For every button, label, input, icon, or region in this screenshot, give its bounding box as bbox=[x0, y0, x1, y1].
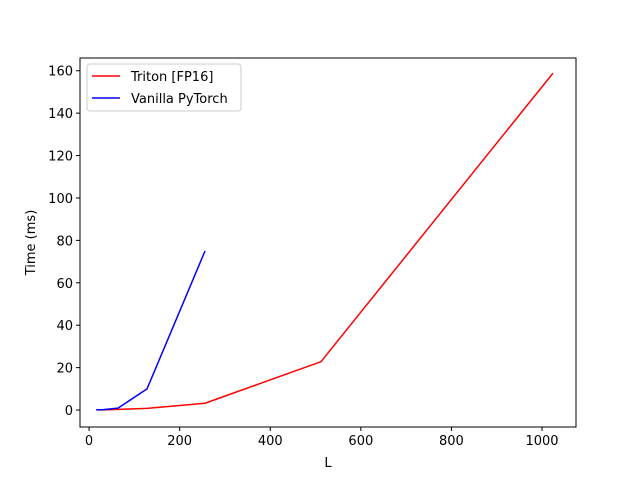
x-tick-label: 400 bbox=[258, 434, 283, 449]
x-axis-ticks: 0 200 400 600 800 1000 bbox=[85, 427, 559, 449]
x-axis-label: L bbox=[324, 456, 332, 471]
y-tick-label: 120 bbox=[48, 150, 73, 165]
axes-frame bbox=[79, 57, 577, 428]
y-tick-label: 160 bbox=[48, 65, 73, 80]
series-layer bbox=[96, 72, 554, 411]
legend-label: Vanilla PyTorch bbox=[131, 92, 228, 107]
y-tick-label: 60 bbox=[56, 277, 73, 292]
legend-label: Triton [FP16] bbox=[130, 70, 213, 85]
x-tick-label: 800 bbox=[439, 434, 464, 449]
x-tick-label: 200 bbox=[167, 434, 192, 449]
plot-area bbox=[79, 57, 577, 428]
y-tick-label: 80 bbox=[56, 234, 73, 249]
x-tick-label: 1000 bbox=[525, 434, 558, 449]
legend: Triton [FP16] Vanilla PyTorch bbox=[86, 63, 242, 112]
y-tick-label: 0 bbox=[65, 404, 73, 419]
y-tick-label: 20 bbox=[56, 362, 73, 377]
y-tick-label: 100 bbox=[48, 192, 73, 207]
x-tick-label: 0 bbox=[85, 434, 93, 449]
y-axis-ticks: 0 20 40 60 80 100 120 140 160 bbox=[48, 65, 80, 419]
y-tick-label: 140 bbox=[48, 107, 73, 122]
y-tick-label: 40 bbox=[56, 319, 73, 334]
series-line-0 bbox=[96, 72, 554, 411]
series-line-1 bbox=[96, 250, 206, 411]
x-tick-label: 600 bbox=[348, 434, 373, 449]
legend-box bbox=[86, 63, 242, 112]
y-axis-label: Time (ms) bbox=[24, 210, 39, 277]
